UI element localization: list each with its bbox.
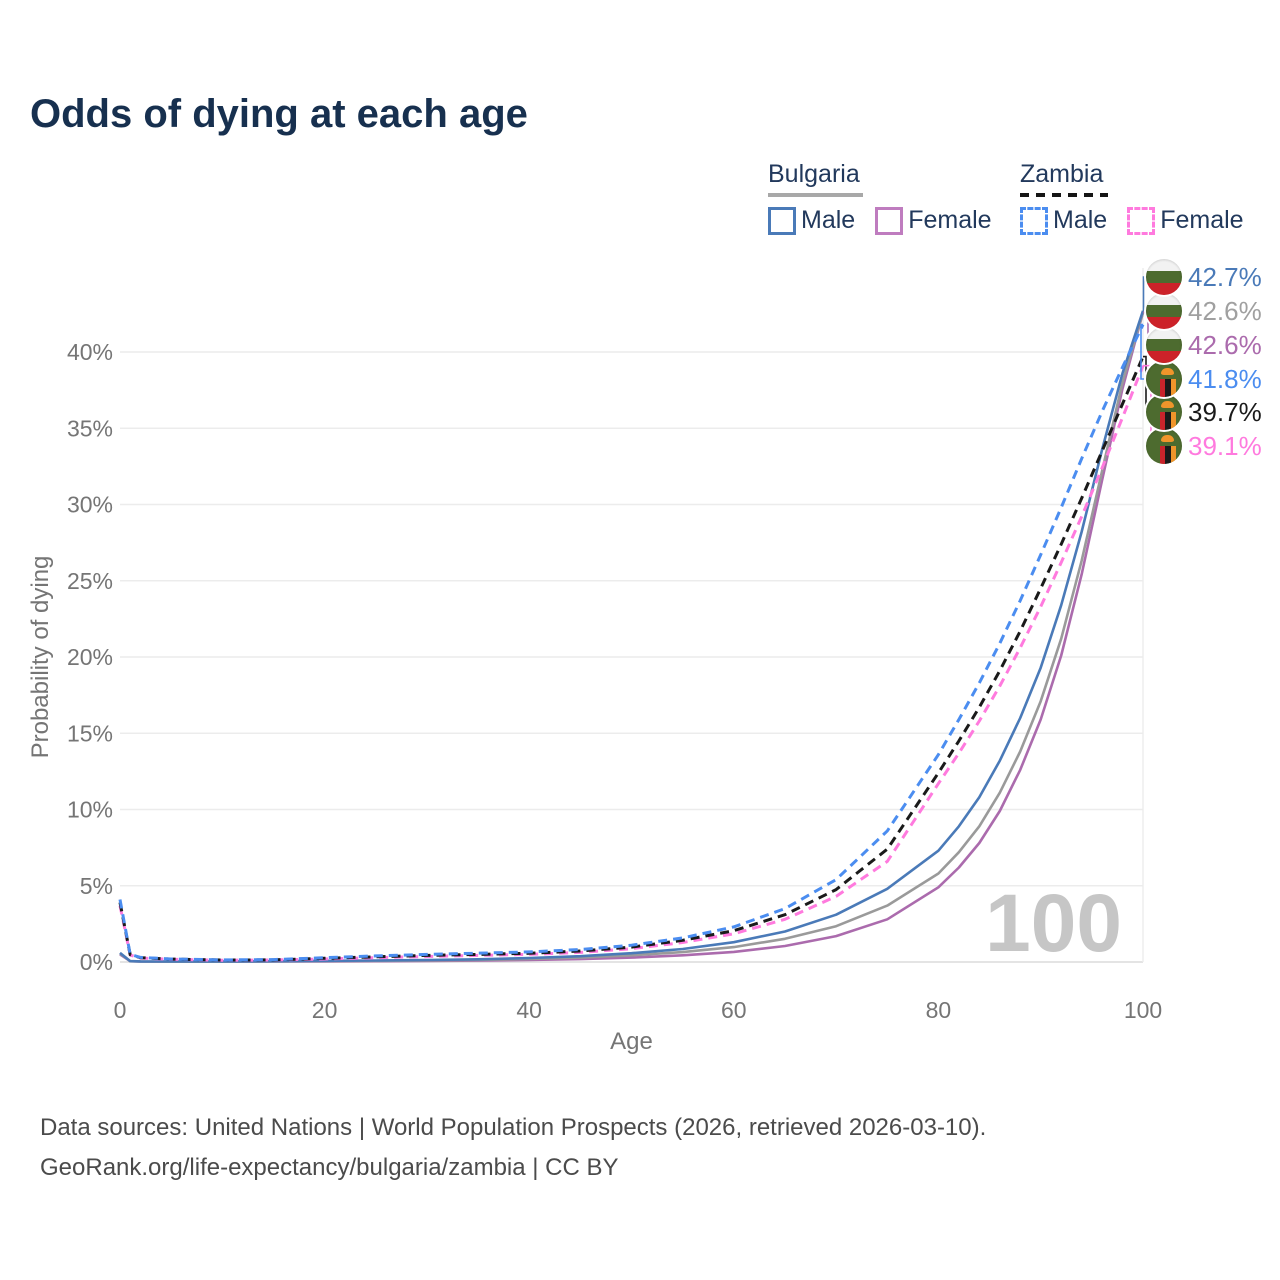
- page-title: Odds of dying at each age: [30, 92, 528, 136]
- end-label-zambia-male: 41.8%: [1146, 361, 1262, 397]
- zambia-flag-icon: [1146, 428, 1182, 464]
- svg-text:Probability of dying: Probability of dying: [27, 556, 54, 759]
- svg-text:30%: 30%: [67, 492, 113, 518]
- svg-text:5%: 5%: [80, 873, 113, 899]
- svg-text:20%: 20%: [67, 644, 113, 670]
- end-label-zambia-both: 39.7%: [1146, 394, 1262, 430]
- legend-bulgaria-male-label[interactable]: Male: [801, 206, 856, 234]
- svg-text:100: 100: [985, 878, 1122, 969]
- bulgaria-flag-icon: [1146, 327, 1182, 363]
- svg-text:15%: 15%: [67, 720, 113, 746]
- end-value: 39.7%: [1188, 396, 1262, 427]
- footer-source-line: Data sources: United Nations | World Pop…: [40, 1114, 987, 1141]
- end-value: 42.6%: [1188, 329, 1262, 360]
- svg-text:40%: 40%: [67, 339, 113, 365]
- footer-url-line: GeoRank.org/life-expectancy/bulgaria/zam…: [40, 1154, 619, 1181]
- bulgaria-flag-icon: [1146, 293, 1182, 329]
- end-value: 39.1%: [1188, 430, 1262, 461]
- chart-canvas: 0% 5% 10% 15% 20% 25% 30% 35% 40% 0 20 40 60 80 100 Age…: [27, 268, 1162, 1055]
- svg-text:Age: Age: [610, 1028, 653, 1055]
- svg-text:20: 20: [312, 997, 338, 1023]
- zambia-flag-icon: [1146, 394, 1182, 430]
- end-value: 42.6%: [1188, 295, 1262, 326]
- zambia-flag-icon: [1146, 361, 1182, 397]
- legend-zambia-male-label[interactable]: Male: [1053, 206, 1108, 234]
- legend-zambia-male-swatch[interactable]: [1020, 206, 1048, 235]
- legend-bulgaria-label[interactable]: Bulgaria: [768, 160, 860, 188]
- legend-zambia-label[interactable]: Zambia: [1020, 160, 1104, 188]
- svg-text:0%: 0%: [80, 949, 113, 975]
- svg-text:10%: 10%: [67, 797, 113, 823]
- legend-zambia-line-swatch: [1020, 193, 1108, 197]
- legend-bulgaria-female-label[interactable]: Female: [908, 206, 992, 234]
- svg-text:100: 100: [1124, 997, 1162, 1023]
- legend-group-bulgaria: Bulgaria Male Female: [768, 160, 1012, 235]
- svg-text:60: 60: [721, 997, 747, 1023]
- svg-text:25%: 25%: [67, 568, 113, 594]
- end-label-bulgaria-female: 42.6%: [1146, 327, 1262, 363]
- end-label-zambia-female: 39.1%: [1146, 428, 1262, 464]
- legend-bulgaria-female-swatch[interactable]: [875, 206, 904, 235]
- footer: Data sources: United Nations | World Pop…: [40, 1108, 986, 1188]
- legend-bulgaria-male-swatch[interactable]: [768, 206, 796, 235]
- end-label-bulgaria-both: 42.6%: [1146, 293, 1262, 329]
- svg-text:0: 0: [114, 997, 127, 1023]
- svg-text:35%: 35%: [67, 415, 113, 441]
- end-value: 41.8%: [1188, 363, 1262, 394]
- legend-zambia-female-label[interactable]: Female: [1160, 206, 1244, 234]
- legend-group-zambia: Zambia Male Female: [1020, 160, 1264, 235]
- end-value: 42.7%: [1188, 261, 1262, 292]
- legend-bulgaria-line-swatch: [768, 193, 863, 197]
- svg-text:40: 40: [516, 997, 542, 1023]
- end-label-bulgaria-male: 42.7%: [1146, 259, 1262, 295]
- bulgaria-flag-icon: [1146, 259, 1182, 295]
- svg-text:80: 80: [926, 997, 952, 1023]
- legend-zambia-female-swatch[interactable]: [1127, 206, 1156, 235]
